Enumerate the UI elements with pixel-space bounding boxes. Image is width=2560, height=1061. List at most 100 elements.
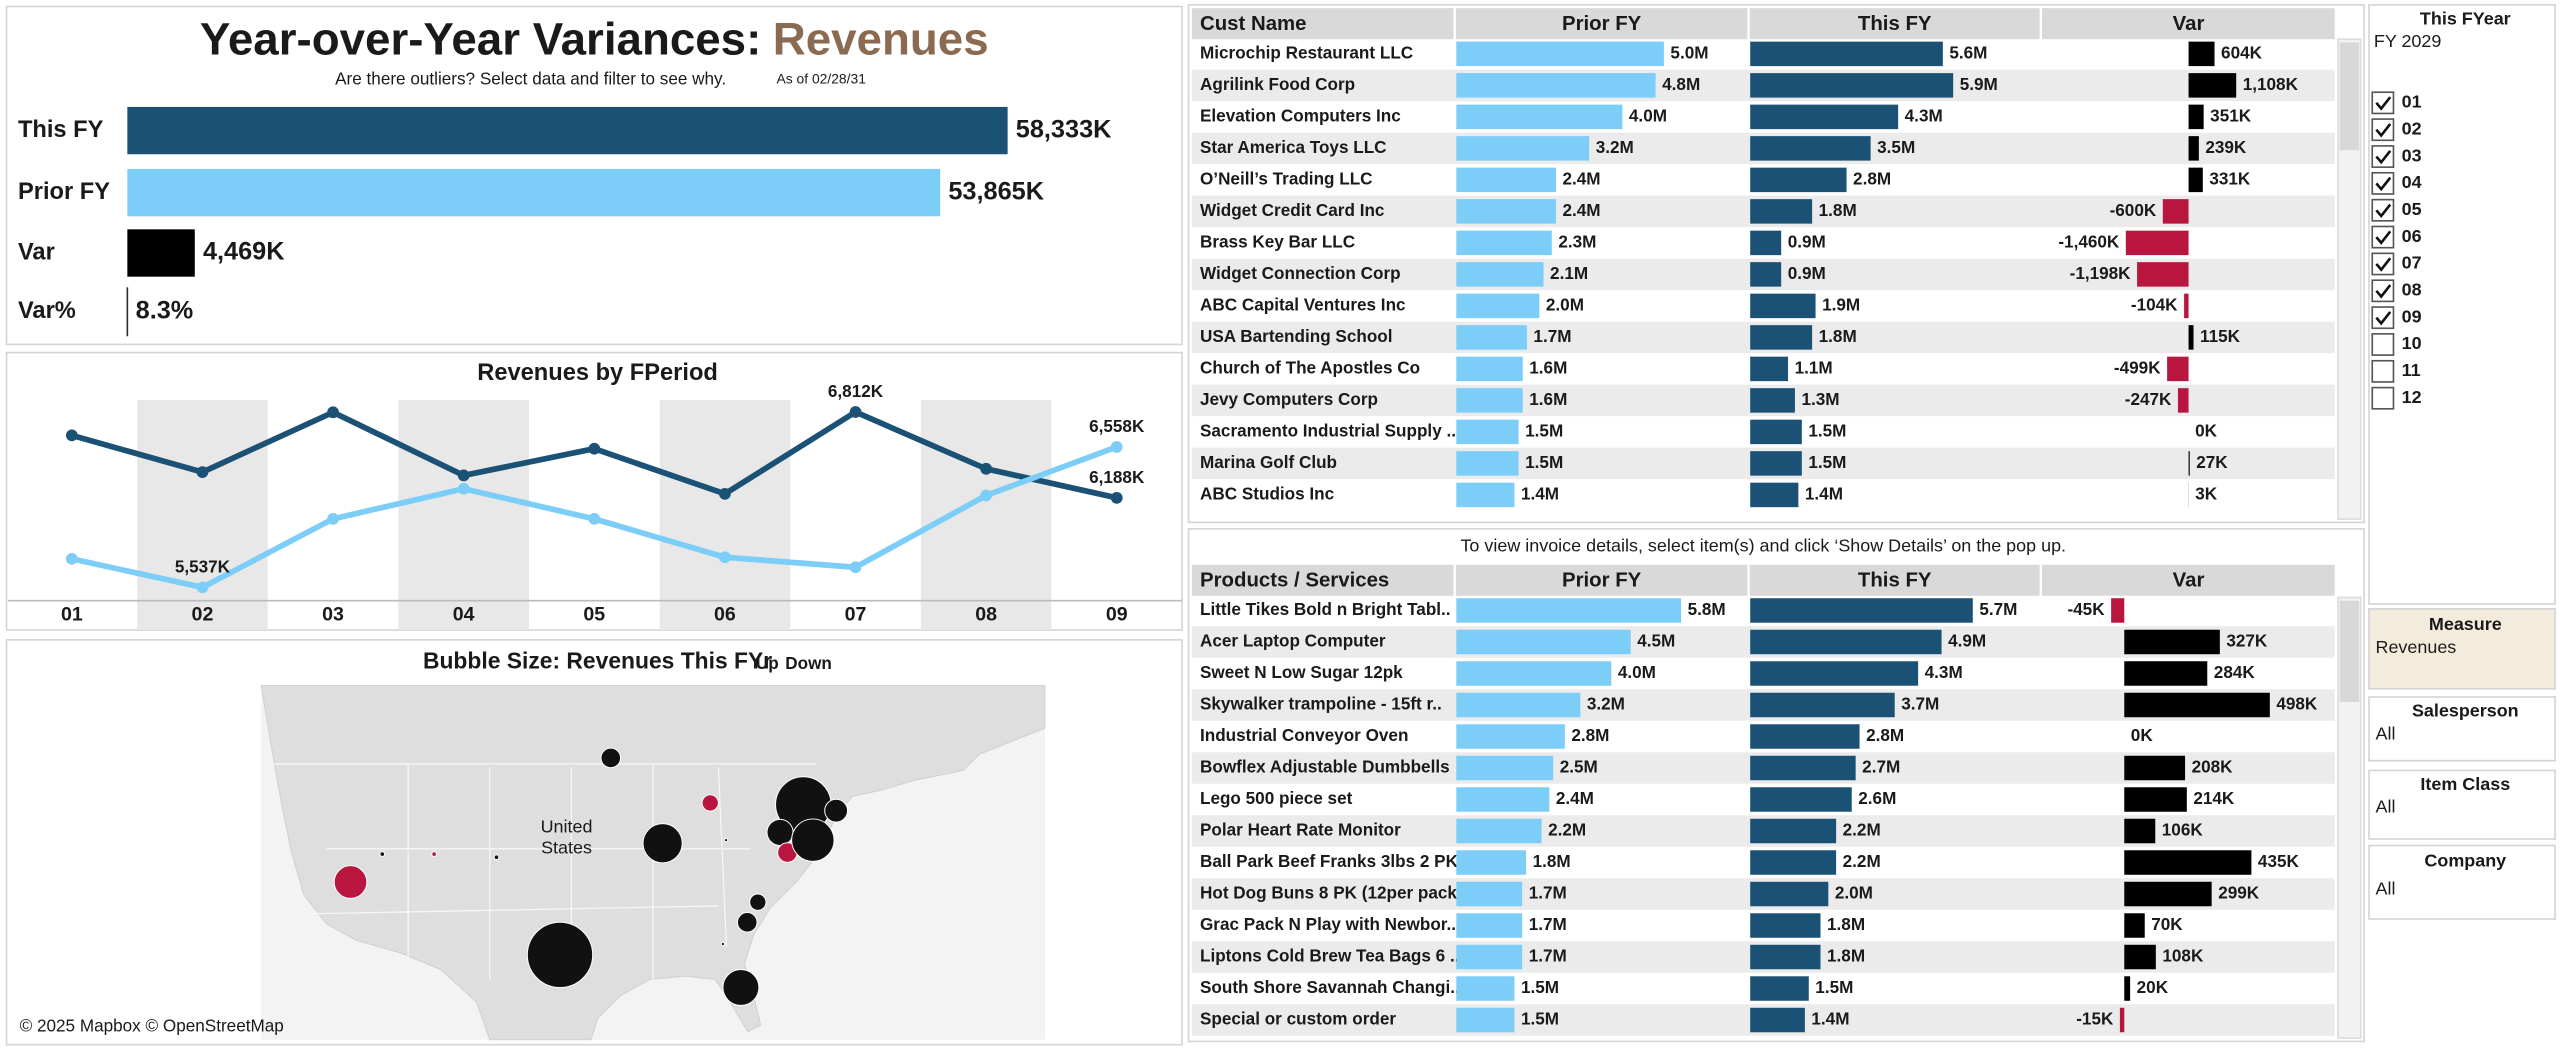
bar[interactable] <box>1456 818 1542 844</box>
bar[interactable] <box>2188 325 2194 350</box>
bar[interactable] <box>1750 944 1821 970</box>
bar[interactable] <box>1456 167 1556 193</box>
bar[interactable] <box>1750 388 1795 413</box>
checkmark[interactable] <box>2375 284 2392 299</box>
checkbox[interactable] <box>2371 198 2395 222</box>
checkbox-label[interactable]: 09 <box>2402 306 2422 326</box>
row-label[interactable]: Ball Park Beef Franks 3lbs 2 PK <box>1200 851 1459 871</box>
bar[interactable] <box>2124 850 2252 875</box>
row-label[interactable]: Bowflex Adjustable Dumbbells <box>1200 757 1450 777</box>
bar[interactable] <box>1456 944 1523 970</box>
bar[interactable] <box>2124 818 2156 844</box>
scrollbar[interactable] <box>2337 38 2362 520</box>
bar[interactable] <box>1456 724 1565 749</box>
bar[interactable] <box>1456 850 1527 875</box>
checkmark[interactable] <box>2375 230 2392 245</box>
bar[interactable] <box>1750 755 1856 781</box>
bar[interactable] <box>2124 629 2220 655</box>
bar[interactable] <box>1456 293 1540 319</box>
bar[interactable] <box>2124 913 2145 938</box>
bar[interactable] <box>1456 787 1550 812</box>
bar[interactable] <box>1456 104 1623 130</box>
row-label[interactable]: Lego 500 piece set <box>1200 788 1353 808</box>
bar[interactable] <box>1750 451 1802 476</box>
bar[interactable] <box>1456 755 1554 781</box>
bubble[interactable] <box>493 854 500 861</box>
checkbox-label[interactable]: 07 <box>2402 253 2422 273</box>
bar[interactable] <box>1750 661 1919 686</box>
bar[interactable] <box>1750 1007 1805 1033</box>
row-label[interactable]: Industrial Conveyor Oven <box>1200 725 1408 745</box>
bubble[interactable] <box>600 747 622 769</box>
bar[interactable] <box>1456 262 1544 287</box>
bar[interactable] <box>1456 482 1515 508</box>
bar[interactable] <box>2124 755 2186 781</box>
row-label[interactable]: Sweet N Low Sugar 12pk <box>1200 662 1403 682</box>
bubble[interactable] <box>791 818 835 862</box>
bar[interactable] <box>1750 881 1829 907</box>
bar[interactable] <box>2188 136 2199 161</box>
bar[interactable] <box>2188 41 2215 67</box>
bar[interactable] <box>1456 976 1515 1001</box>
bar[interactable] <box>1750 419 1802 445</box>
row-label[interactable]: Special or custom order <box>1200 1009 1396 1029</box>
bar[interactable] <box>2184 293 2189 319</box>
bar[interactable] <box>1456 388 1523 413</box>
bar[interactable] <box>2167 356 2189 382</box>
checkbox[interactable] <box>2371 279 2395 303</box>
bar[interactable] <box>1750 787 1852 812</box>
row-label[interactable]: ABC Capital Ventures Inc <box>1200 294 1406 314</box>
bubble[interactable] <box>723 838 729 843</box>
row-label[interactable]: Liptons Cold Brew Tea Bags 6 .. <box>1200 946 1459 966</box>
row-label[interactable]: Microchip Restaurant LLC <box>1200 42 1413 62</box>
row-label[interactable]: Widget Connection Corp <box>1200 263 1401 283</box>
bubble[interactable] <box>701 794 719 812</box>
bubble[interactable] <box>526 921 594 989</box>
bar[interactable] <box>2119 1007 2125 1033</box>
salesperson-filter[interactable] <box>2368 696 2556 762</box>
bar[interactable] <box>1456 73 1656 98</box>
bar[interactable] <box>1750 598 1973 623</box>
bar[interactable] <box>1456 1007 1515 1033</box>
bar[interactable] <box>2124 881 2212 907</box>
row-label[interactable]: Skywalker trampoline - 15ft r.. <box>1200 694 1442 714</box>
bubble[interactable] <box>720 941 726 947</box>
checkbox[interactable] <box>2371 91 2395 115</box>
row-label[interactable]: USA Bartending School <box>1200 326 1393 346</box>
bar[interactable] <box>1456 913 1523 938</box>
bar[interactable] <box>2124 944 2156 970</box>
scroll-thumb[interactable] <box>2339 600 2360 702</box>
bar[interactable] <box>1456 230 1552 256</box>
bar[interactable] <box>1750 262 1782 287</box>
checkmark[interactable] <box>2375 150 2392 165</box>
bubble[interactable] <box>431 851 437 857</box>
scrollbar[interactable] <box>2337 596 2362 1039</box>
bar[interactable] <box>1750 724 1860 749</box>
checkmark[interactable] <box>2375 203 2392 219</box>
checkbox[interactable] <box>2371 252 2395 276</box>
bar[interactable] <box>1750 41 1943 67</box>
bar[interactable] <box>1750 913 1821 938</box>
checkbox-label[interactable]: 06 <box>2402 226 2422 246</box>
row-label[interactable]: Brass Key Bar LLC <box>1200 231 1355 251</box>
bar[interactable] <box>2137 262 2189 287</box>
bar[interactable] <box>2124 976 2131 1001</box>
bubble[interactable] <box>379 851 386 857</box>
bar[interactable] <box>1456 199 1556 224</box>
bubble[interactable] <box>736 912 758 933</box>
checkbox[interactable] <box>2371 359 2395 383</box>
row-label[interactable]: Marina Golf Club <box>1200 452 1337 472</box>
bar[interactable] <box>2125 230 2189 256</box>
checkbox[interactable] <box>2371 171 2395 195</box>
row-label[interactable]: Sacramento Industrial Supply .. <box>1200 420 1456 440</box>
bar[interactable] <box>1750 136 1871 161</box>
bar[interactable] <box>1750 356 1789 382</box>
bubble[interactable] <box>766 818 794 846</box>
bar[interactable] <box>1750 629 1942 655</box>
bar[interactable] <box>1750 850 1837 875</box>
bubble[interactable] <box>642 823 683 864</box>
checkmark[interactable] <box>2375 123 2392 138</box>
bar[interactable] <box>1456 356 1523 382</box>
bar[interactable] <box>1750 976 1809 1001</box>
checkmark[interactable] <box>2375 311 2392 326</box>
